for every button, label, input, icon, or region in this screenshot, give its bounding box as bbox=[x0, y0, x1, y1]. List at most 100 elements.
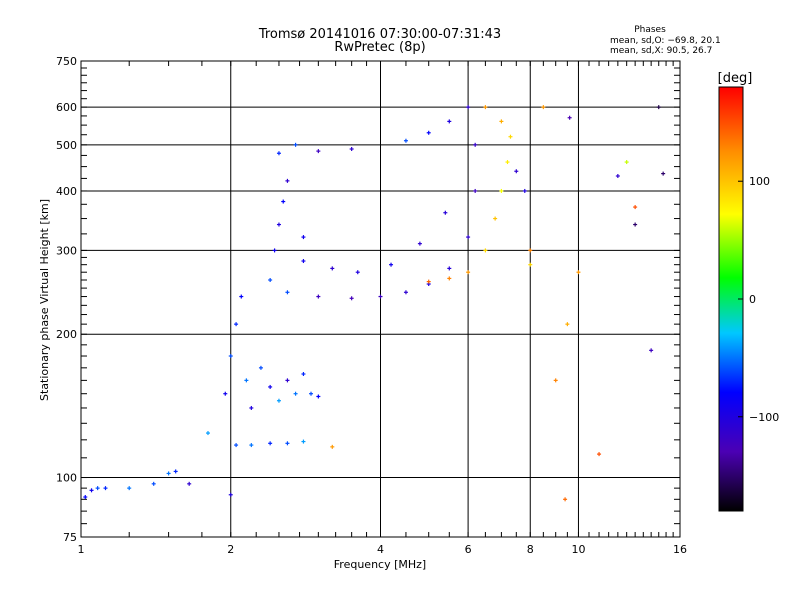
data-point bbox=[166, 471, 171, 476]
data-point bbox=[281, 199, 286, 204]
data-point bbox=[473, 142, 478, 147]
x-tick-label: 8 bbox=[527, 543, 534, 556]
data-point bbox=[499, 188, 504, 193]
data-point bbox=[565, 322, 570, 327]
x-tick-label: 6 bbox=[465, 543, 472, 556]
data-point bbox=[103, 486, 108, 491]
data-point bbox=[234, 443, 239, 448]
data-point bbox=[522, 188, 527, 193]
data-point bbox=[426, 279, 431, 284]
data-point bbox=[151, 481, 156, 486]
x-tick-label: 16 bbox=[673, 543, 687, 556]
y-tick-label: 600 bbox=[56, 101, 77, 114]
data-point bbox=[285, 378, 290, 383]
data-points bbox=[83, 105, 666, 502]
minor-ticks bbox=[80, 60, 681, 538]
data-point bbox=[285, 178, 290, 183]
x-tick-label: 10 bbox=[571, 543, 585, 556]
data-point bbox=[443, 210, 448, 215]
chart-subtitle: RwPretec (8p) bbox=[334, 40, 425, 55]
phases-heading: Phases bbox=[634, 25, 666, 35]
data-point bbox=[483, 105, 488, 110]
data-point bbox=[285, 290, 290, 295]
data-point bbox=[567, 115, 572, 120]
data-point bbox=[615, 173, 620, 178]
data-point bbox=[466, 270, 471, 275]
data-point bbox=[249, 443, 254, 448]
data-point bbox=[173, 469, 178, 474]
data-point bbox=[528, 262, 533, 267]
data-point bbox=[239, 294, 244, 299]
data-point bbox=[633, 222, 638, 227]
data-point bbox=[389, 262, 394, 267]
data-point bbox=[349, 296, 354, 301]
data-point bbox=[285, 441, 290, 446]
data-point bbox=[624, 160, 629, 165]
data-point bbox=[244, 378, 249, 383]
data-point bbox=[466, 105, 471, 110]
data-point bbox=[268, 441, 273, 446]
data-point bbox=[563, 497, 568, 502]
data-point bbox=[576, 270, 581, 275]
data-point bbox=[447, 119, 452, 124]
data-point bbox=[272, 248, 277, 253]
data-point bbox=[276, 222, 281, 227]
data-point bbox=[403, 138, 408, 143]
data-point bbox=[661, 171, 666, 176]
data-point bbox=[301, 372, 306, 377]
colorbar-ticks: 100 0 −100 bbox=[738, 175, 779, 424]
y-tick-label: 750 bbox=[56, 55, 77, 68]
data-point bbox=[205, 431, 210, 436]
data-point bbox=[508, 134, 513, 139]
data-point bbox=[301, 235, 306, 240]
data-point bbox=[417, 241, 422, 246]
grid-lines bbox=[81, 61, 680, 537]
data-point bbox=[301, 439, 306, 444]
x-tick-label: 4 bbox=[377, 543, 384, 556]
data-point bbox=[316, 149, 321, 154]
data-point bbox=[228, 492, 233, 497]
phases-line-o: mean, sd,O: −69.8, 20.1 bbox=[610, 36, 721, 46]
y-tick-label: 100 bbox=[56, 472, 77, 485]
data-point bbox=[483, 248, 488, 253]
data-point bbox=[187, 481, 192, 486]
y-axis-label: Stationary phase Virtual Height [km] bbox=[38, 199, 51, 401]
data-point bbox=[234, 322, 239, 327]
data-point bbox=[447, 276, 452, 281]
colorbar-tick-label: 0 bbox=[749, 293, 756, 306]
y-tick-label: 300 bbox=[56, 244, 77, 257]
y-tick-label: 75 bbox=[63, 531, 77, 544]
data-point bbox=[83, 495, 88, 500]
data-point bbox=[426, 130, 431, 135]
data-point bbox=[293, 391, 298, 396]
data-point bbox=[505, 160, 510, 165]
data-point bbox=[276, 151, 281, 156]
data-point bbox=[514, 169, 519, 174]
data-point bbox=[258, 365, 263, 370]
data-point bbox=[355, 270, 360, 275]
y-tick-label: 200 bbox=[56, 328, 77, 341]
data-point bbox=[553, 378, 558, 383]
data-point bbox=[656, 105, 661, 110]
y-axis-ticks: 75 100 200 300 400 500 600 750 bbox=[56, 55, 77, 544]
data-point bbox=[268, 384, 273, 389]
data-point bbox=[349, 146, 354, 151]
data-point bbox=[223, 391, 228, 396]
chart-title: Tromsø 20141016 07:30:00-07:31:43 bbox=[258, 27, 501, 42]
data-point bbox=[301, 259, 306, 264]
x-tick-label: 1 bbox=[78, 543, 85, 556]
data-point bbox=[316, 294, 321, 299]
data-point bbox=[541, 105, 546, 110]
y-tick-label: 500 bbox=[56, 139, 77, 152]
x-axis-label: Frequency [MHz] bbox=[334, 558, 426, 571]
data-point bbox=[276, 398, 281, 403]
data-point bbox=[493, 216, 498, 221]
data-point bbox=[249, 405, 254, 410]
data-point bbox=[447, 266, 452, 271]
colorbar-tick-label: 100 bbox=[749, 175, 770, 188]
data-point bbox=[403, 290, 408, 295]
data-point bbox=[89, 488, 94, 493]
data-point bbox=[293, 142, 298, 147]
data-point bbox=[528, 248, 533, 253]
